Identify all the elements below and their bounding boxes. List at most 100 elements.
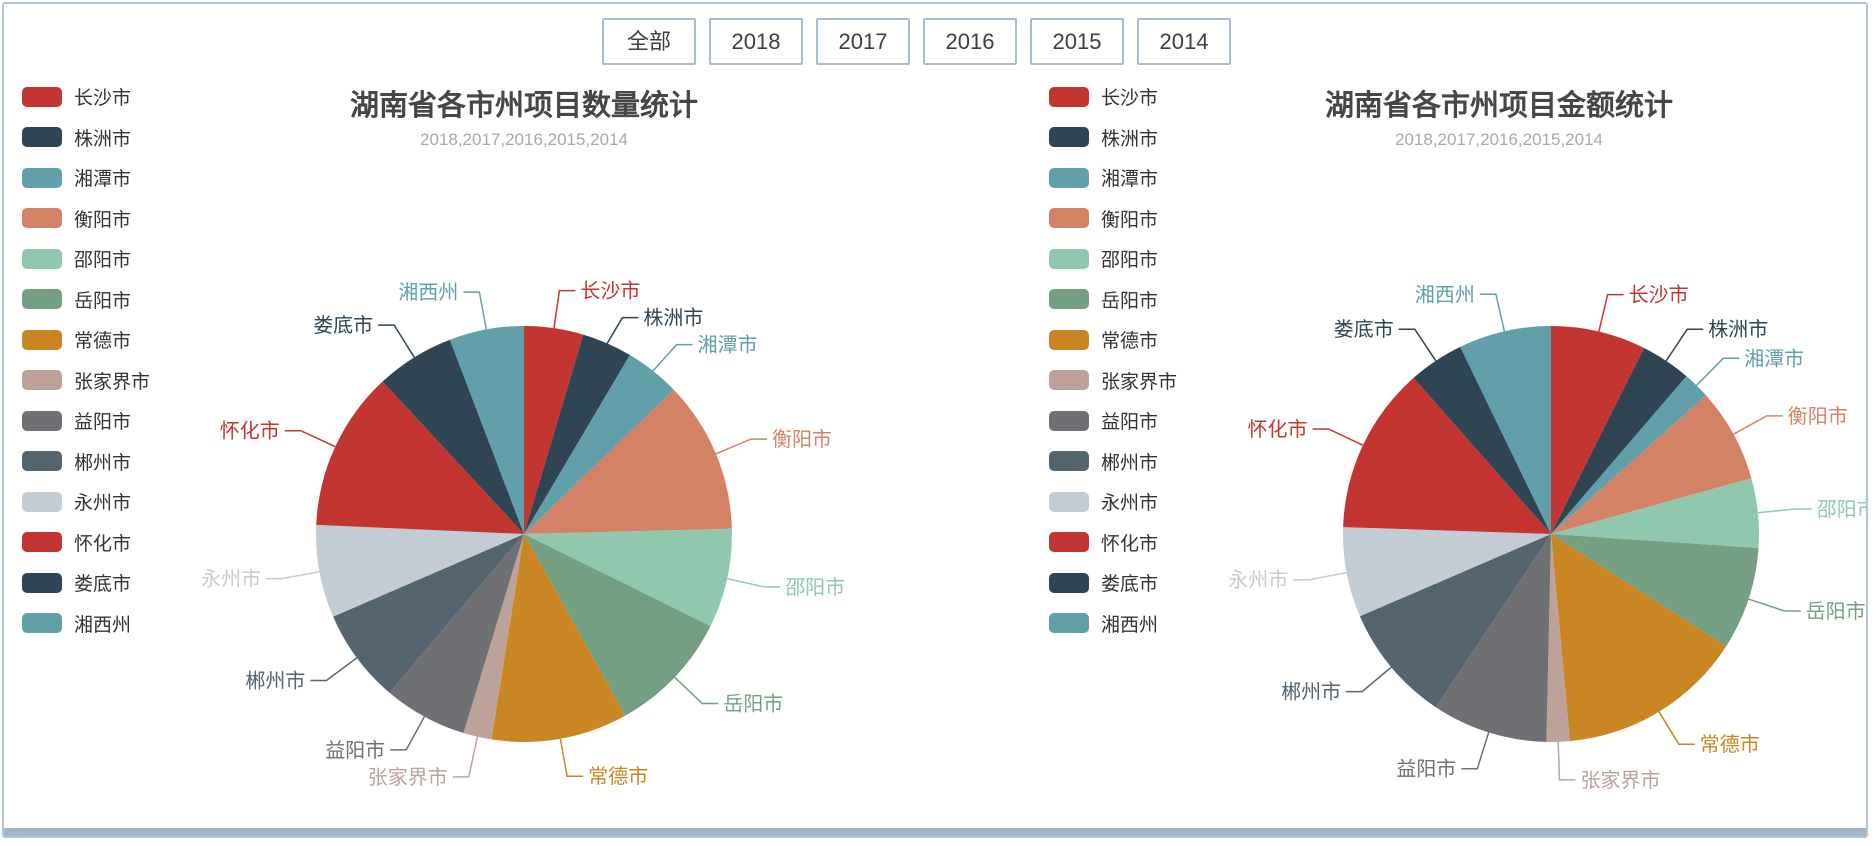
slice-label-line-8 (1461, 732, 1490, 770)
bottom-scrollbar[interactable] (4, 828, 1866, 836)
pie-slice-12[interactable] (382, 339, 524, 534)
legend: 长沙市株洲市湘潭市衡阳市邵阳市岳阳市常德市张家界市益阳市郴州市永州市怀化市娄底市… (22, 86, 150, 653)
legend-item-1[interactable]: 株洲市 (22, 127, 150, 150)
slice-label-line-6 (559, 738, 584, 777)
pie-slice-3[interactable] (524, 389, 732, 534)
legend-item-8[interactable]: 益阳市 (1049, 410, 1177, 433)
legend-item-11[interactable]: 怀化市 (22, 532, 150, 555)
legend-item-1[interactable]: 株洲市 (1049, 127, 1177, 150)
pie-slice-13[interactable] (1460, 326, 1551, 534)
legend-swatch-icon (1049, 532, 1089, 552)
pie-slice-4[interactable] (524, 528, 732, 627)
filter-button-all[interactable]: 全部 (602, 18, 696, 65)
legend-label: 益阳市 (1101, 412, 1159, 433)
filter-button-2014[interactable]: 2014 (1137, 18, 1231, 65)
chart-project-count: 湖南省各市州项目数量统计 2018,2017,2016,2015,2014 长沙… (4, 4, 941, 836)
filter-button-2018[interactable]: 2018 (709, 18, 803, 65)
pie-slice-11[interactable] (1343, 377, 1551, 534)
legend-item-4[interactable]: 邵阳市 (1049, 248, 1177, 271)
pie-slice-9[interactable] (333, 534, 524, 693)
pie-slice-4[interactable] (1551, 478, 1759, 548)
pie-slice-1[interactable] (1551, 348, 1687, 534)
pie-slice-2[interactable] (1551, 376, 1706, 534)
legend-label: 永州市 (1101, 493, 1159, 514)
slice-label-line-13 (1479, 293, 1506, 332)
legend-item-11[interactable]: 怀化市 (1049, 532, 1177, 555)
legend-item-3[interactable]: 衡阳市 (1049, 208, 1177, 231)
filter-button-2015[interactable]: 2015 (1030, 18, 1124, 65)
pie-slice-12[interactable] (1413, 346, 1551, 534)
pie-slice-10[interactable] (1342, 527, 1551, 617)
pie-slice-1[interactable] (524, 334, 630, 534)
legend-item-7[interactable]: 张家界市 (22, 370, 150, 393)
pie-slice-8[interactable] (1435, 534, 1551, 742)
pie-slice-13[interactable] (449, 326, 524, 534)
pie-slice-7[interactable] (1546, 534, 1570, 742)
legend-item-0[interactable]: 长沙市 (22, 86, 150, 109)
legend-swatch-icon (1049, 572, 1089, 593)
pie-slice-8[interactable] (389, 534, 524, 733)
legend-item-5[interactable]: 岳阳市 (22, 289, 150, 312)
legend-item-3[interactable]: 衡阳市 (22, 208, 150, 231)
pie-slice-9[interactable] (1359, 534, 1551, 708)
slice-label-line-4 (726, 577, 781, 588)
legend-item-8[interactable]: 益阳市 (22, 410, 150, 433)
pie-slice-0[interactable] (524, 325, 584, 534)
slice-label-line-0 (553, 289, 576, 329)
legend-item-10[interactable]: 永州市 (22, 491, 150, 514)
legend-item-9[interactable]: 郴州市 (22, 451, 150, 474)
legend-item-12[interactable]: 娄底市 (22, 572, 150, 595)
pie-slice-5[interactable] (1551, 534, 1759, 647)
pie-slice-5[interactable] (524, 534, 711, 716)
slice-label-line-6 (1658, 711, 1695, 745)
legend-item-10[interactable]: 永州市 (1049, 491, 1177, 514)
pie-slice-0[interactable] (1551, 325, 1645, 534)
pie-slice-6[interactable] (1551, 534, 1727, 742)
slice-label-9: 郴州市 (1281, 681, 1341, 704)
pie-slice-11[interactable] (316, 381, 524, 535)
legend-item-6[interactable]: 常德市 (1049, 329, 1177, 352)
legend-swatch-icon (1049, 86, 1089, 107)
legend-item-6[interactable]: 常德市 (22, 329, 150, 352)
pie-slice-7[interactable] (463, 534, 525, 740)
legend-swatch-icon (22, 532, 62, 552)
legend-label: 郴州市 (74, 452, 132, 474)
legend-label: 株洲市 (1101, 128, 1159, 150)
slice-label-10: 永州市 (201, 568, 261, 591)
legend-item-12[interactable]: 娄底市 (1049, 572, 1177, 595)
slice-label-line-2 (1696, 357, 1740, 386)
pie-slice-10[interactable] (316, 524, 524, 617)
slice-label-line-5 (1748, 598, 1801, 612)
filter-button-2016[interactable]: 2016 (923, 18, 1017, 65)
chart-subtitle: 2018,2017,2016,2015,2014 (420, 130, 628, 149)
slice-label-line-0 (1598, 293, 1624, 332)
pie-slice-3[interactable] (1551, 395, 1752, 534)
legend: 长沙市株洲市湘潭市衡阳市邵阳市岳阳市常德市张家界市益阳市郴州市永州市怀化市娄底市… (1049, 86, 1177, 653)
legend-item-0[interactable]: 长沙市 (1049, 86, 1177, 109)
slice-label-8: 益阳市 (325, 739, 385, 762)
slice-label-line-10 (1293, 571, 1347, 581)
slice-label-0: 长沙市 (1629, 284, 1689, 307)
legend-label: 衡阳市 (74, 209, 132, 231)
pie-slice-6[interactable] (491, 534, 626, 742)
legend-item-5[interactable]: 岳阳市 (1049, 289, 1177, 312)
pie-slice-2[interactable] (524, 355, 674, 534)
legend-label: 永州市 (74, 493, 132, 514)
legend-label: 怀化市 (1101, 533, 1159, 555)
legend-item-4[interactable]: 邵阳市 (22, 248, 150, 271)
legend-swatch-icon (22, 329, 62, 350)
filter-button-2017[interactable]: 2017 (816, 18, 910, 65)
legend-swatch-icon (22, 248, 62, 269)
legend-item-13[interactable]: 湘西州 (1049, 613, 1177, 636)
legend-item-2[interactable]: 湘潭市 (22, 167, 150, 190)
legend-swatch-icon (1049, 248, 1089, 269)
legend-item-13[interactable]: 湘西州 (22, 613, 150, 636)
legend-label: 湘潭市 (1101, 169, 1159, 190)
slice-label-line-11 (1312, 428, 1364, 446)
legend-label: 湘西州 (74, 614, 132, 636)
legend-item-2[interactable]: 湘潭市 (1049, 167, 1177, 190)
slice-label-line-3 (1733, 415, 1783, 435)
legend-item-9[interactable]: 郴州市 (1049, 451, 1177, 474)
legend-item-7[interactable]: 张家界市 (1049, 370, 1177, 393)
